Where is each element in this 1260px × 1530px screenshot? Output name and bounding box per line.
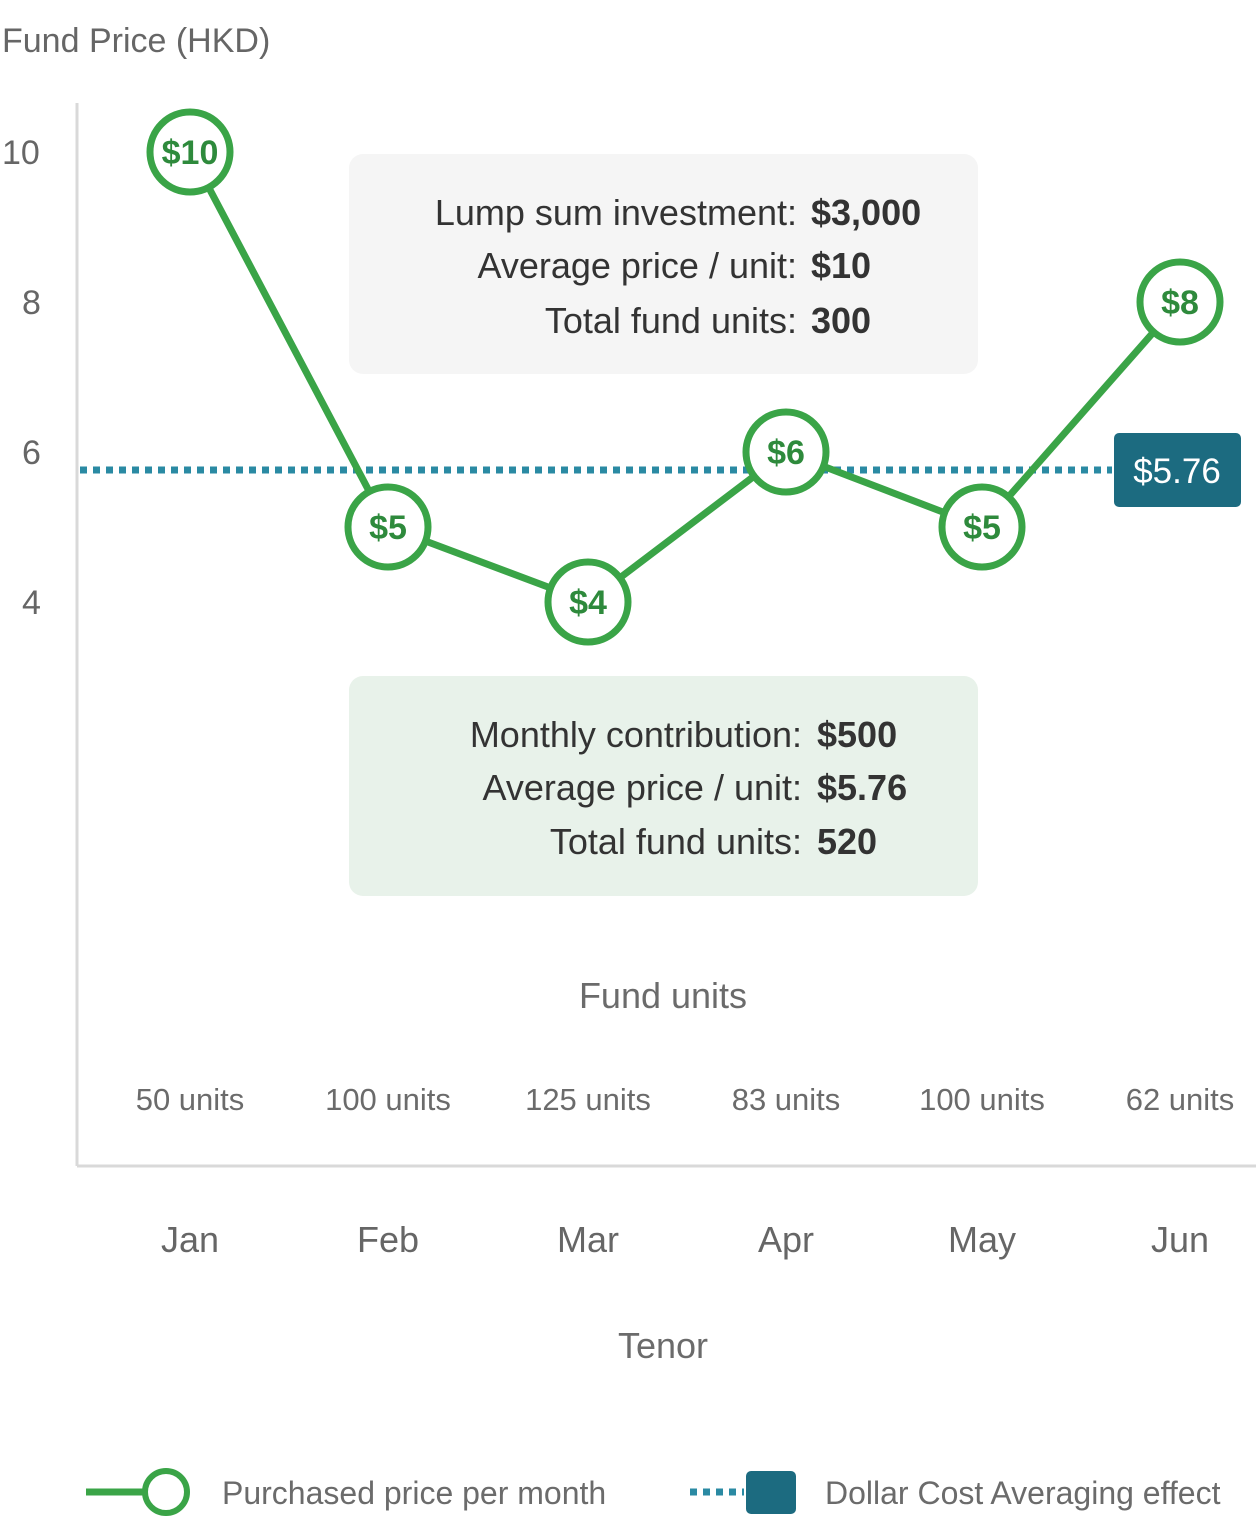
x-tick-label: Mar [557, 1219, 619, 1260]
fund-units-label: 62 units [1126, 1082, 1235, 1117]
price-point-marker [344, 483, 432, 571]
price-point-label: $4 [569, 584, 607, 622]
dca-monthly-label: Monthly contribution: [470, 714, 802, 755]
legend-line-label: Purchased price per month [222, 1475, 606, 1511]
y-axis-title: Fund Price (HKD) [2, 22, 270, 60]
price-point-label: $6 [767, 434, 805, 472]
legend: Purchased price per month Dollar Cost Av… [86, 1468, 1221, 1516]
lump-sum-value: $3,000 [811, 192, 921, 233]
price-point-label: $10 [162, 134, 219, 172]
lump-avg-price-value: $10 [811, 245, 871, 286]
lump-sum-box [349, 154, 978, 374]
price-point-marker [544, 558, 632, 646]
price-point-marker [938, 483, 1026, 571]
fund-units-label: 50 units [136, 1082, 245, 1117]
lump-sum-label: Lump sum investment: [435, 192, 797, 233]
x-tick-label: Feb [357, 1219, 419, 1260]
price-points: $10 $5 $4 $6 $5 $8 [146, 108, 1224, 646]
price-point-marker [1136, 258, 1224, 346]
price-point-marker [742, 408, 830, 496]
legend-dca-label: Dollar Cost Averaging effect [825, 1475, 1221, 1511]
fund-units-title: Fund units [579, 975, 747, 1016]
dca-average-label: $5.76 [1133, 452, 1221, 491]
x-tick-label: Apr [758, 1219, 814, 1260]
dca-total-units-label: Total fund units: [550, 821, 802, 862]
dca-monthly-value: $500 [817, 714, 897, 755]
dca-avg-price-value: $5.76 [817, 767, 907, 808]
fund-units-label: 100 units [325, 1082, 451, 1117]
x-axis-title: Tenor [618, 1325, 708, 1366]
price-point-label: $8 [1161, 284, 1199, 322]
y-tick-label: 10 [2, 134, 40, 172]
dca-total-units-value: 520 [817, 821, 877, 862]
lump-total-units-value: 300 [811, 300, 871, 341]
y-tick-labels: 10 8 6 4 [2, 134, 41, 622]
fund-units-label: 100 units [919, 1082, 1045, 1117]
legend-marker-icon [142, 1468, 190, 1516]
fund-units-label: 83 units [732, 1082, 841, 1117]
price-point-label: $5 [369, 509, 407, 547]
y-tick-label: 8 [22, 284, 41, 322]
purchased-price-line [186, 150, 1183, 606]
dca-avg-price-label: Average price / unit: [482, 767, 802, 808]
fund-units-row: 50 units 100 units 125 units 83 units 100 un… [136, 1082, 1235, 1117]
lump-avg-price-label: Average price / unit: [477, 245, 797, 286]
y-tick-label: 6 [22, 434, 41, 472]
y-tick-label: 4 [22, 584, 41, 622]
dca-average-tag [1114, 433, 1241, 507]
price-point-marker [146, 108, 234, 196]
lump-total-units-label: Total fund units: [545, 300, 797, 341]
price-point-label: $5 [963, 509, 1001, 547]
fund-units-label: 125 units [525, 1082, 651, 1117]
x-tick-label: May [948, 1219, 1016, 1260]
dca-box [349, 676, 978, 896]
legend-dca-swatch [746, 1471, 796, 1514]
x-tick-label: Jun [1151, 1219, 1209, 1260]
x-tick-label: Jan [161, 1219, 219, 1260]
x-tick-labels: Jan Feb Mar Apr May Jun [161, 1219, 1209, 1260]
